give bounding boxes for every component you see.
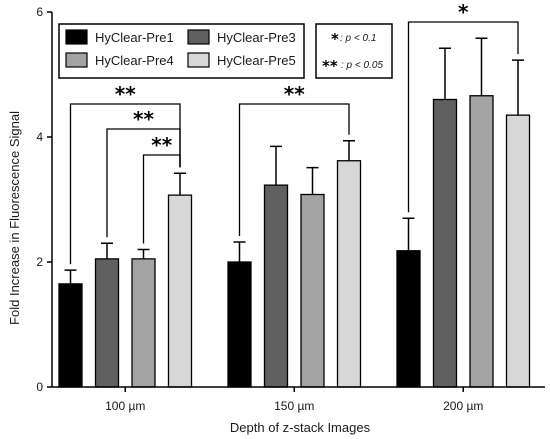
significance-stars: ** <box>115 82 136 106</box>
significance-bracket <box>238 103 350 236</box>
bar <box>469 95 494 388</box>
significance-legend-box <box>315 23 393 79</box>
x-tick-label: 100 µm <box>105 399 145 413</box>
bar <box>300 193 325 388</box>
y-tick-label: 0 <box>36 380 43 394</box>
significance-bracket <box>142 154 181 244</box>
bar <box>131 258 156 388</box>
y-tick-label: 6 <box>36 5 43 19</box>
significance-stars: ** <box>133 107 154 131</box>
legend-box <box>58 23 305 79</box>
legend-swatch <box>65 52 88 68</box>
bar <box>336 160 362 388</box>
bar <box>94 258 120 388</box>
bar <box>227 261 252 388</box>
bar <box>167 194 193 388</box>
legend-label: HyClear-Pre5 <box>217 53 296 68</box>
significance-bracket <box>407 21 519 213</box>
legend-label: HyClear-Pre4 <box>95 53 174 68</box>
significance-bracket <box>69 103 181 265</box>
x-tick-label: 150 µm <box>274 399 314 413</box>
significance-stars: * <box>458 0 469 24</box>
bar <box>396 250 421 388</box>
x-axis-label: Depth of z-stack Images <box>230 420 371 435</box>
y-tick-label: 4 <box>36 130 43 144</box>
significance-stars: ** <box>151 133 172 157</box>
y-axis-label: Fold Increase in Fluorescence Signal <box>7 111 22 325</box>
bar <box>432 98 458 388</box>
y-tick-label: 2 <box>36 255 43 269</box>
significance-legend-text: : p < 0.1 <box>340 33 376 44</box>
significance-legend-stars: * <box>331 30 339 48</box>
legend-swatch <box>187 29 210 45</box>
significance-legend-text: : p < 0.05 <box>341 60 383 71</box>
significance-legend-stars: ** <box>322 57 338 75</box>
legend-label: HyClear-Pre1 <box>95 30 174 45</box>
significance-stars: ** <box>284 82 305 106</box>
legend-label: HyClear-Pre3 <box>217 30 296 45</box>
significance-bracket <box>106 128 181 238</box>
x-tick-label: 200 µm <box>443 399 483 413</box>
bar <box>505 114 531 388</box>
legend-swatch <box>187 52 210 68</box>
bar <box>263 184 289 388</box>
bar <box>58 283 83 388</box>
legend-swatch <box>65 29 88 45</box>
